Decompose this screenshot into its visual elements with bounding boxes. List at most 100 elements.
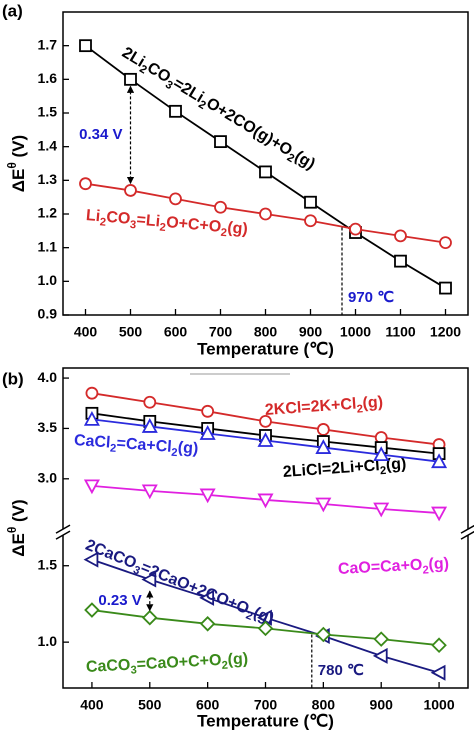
marker [431, 453, 448, 469]
axis-break [55, 524, 71, 534]
x-tick-label: 500 [119, 324, 143, 340]
marker [143, 395, 157, 409]
axis-break-gap [462, 529, 474, 536]
marker [439, 236, 452, 250]
axis-break [460, 524, 474, 534]
marker [124, 72, 137, 86]
marker [257, 620, 274, 637]
series-label: 2Li2CO3=2Li2O+2CO(g)+O2(g) [117, 44, 317, 175]
marker [257, 432, 274, 447]
marker [259, 414, 272, 428]
x-tick-label: 800 [312, 697, 336, 713]
marker [199, 589, 215, 606]
marker [315, 439, 332, 454]
marker [84, 602, 100, 618]
y-tick-label: 3.5 [38, 419, 58, 435]
marker [304, 195, 317, 209]
y-tick-label: 4.0 [38, 369, 58, 385]
series-label: 2KCl=2K+Cl2(g) [264, 394, 383, 422]
axis-break [460, 530, 474, 540]
x-tick-label: 900 [299, 324, 323, 340]
marker [83, 479, 100, 495]
y-tick-label: 1.0 [38, 633, 58, 649]
marker [394, 229, 407, 243]
marker [259, 165, 272, 179]
x-tick-label: 900 [370, 697, 394, 713]
marker [214, 200, 227, 214]
marker [394, 254, 407, 268]
marker [83, 410, 100, 426]
x-tick-label: 1100 [385, 324, 416, 340]
x-tick-label: 400 [74, 324, 98, 340]
marker [372, 647, 388, 664]
marker [169, 192, 182, 206]
marker [199, 425, 216, 440]
marker [373, 502, 390, 518]
marker [373, 631, 389, 647]
series-label: CaCl2=Ca+Cl2(g) [73, 432, 199, 460]
annotation-text: 970 ℃ [348, 289, 394, 306]
y-tick-label: 3.0 [38, 470, 58, 486]
panel-label: (a) [2, 1, 23, 20]
marker [214, 135, 227, 149]
annotation-text: 0.34 V [79, 126, 122, 143]
y-tick-label: 1.5 [38, 556, 58, 572]
axis-break [55, 530, 71, 540]
axis-break-gap [57, 529, 69, 536]
x-tick-label: 600 [164, 324, 188, 340]
series-label: CaCO3=CaO+C+O2(g) [86, 651, 249, 679]
y-axis-title: ΔEθ (V) [5, 135, 28, 192]
marker [304, 214, 317, 228]
marker [85, 386, 99, 400]
y-tick-label: 0.9 [38, 306, 58, 322]
marker [259, 207, 272, 221]
series-label: Li2CO3=Li2O+C+O2(g) [85, 207, 248, 241]
y-axis-title: ΔEθ (V) [5, 499, 28, 556]
marker [349, 222, 362, 236]
y-tick-label: 1.4 [38, 137, 58, 153]
marker [83, 551, 99, 568]
y-tick-label: 1.2 [38, 205, 58, 221]
series-label: 2LiCl=2Li+Cl2(g) [282, 456, 407, 484]
x-tick-label: 1000 [423, 697, 454, 713]
x-tick-label: 700 [209, 324, 233, 340]
x-tick-label: 1200 [430, 324, 461, 340]
marker [315, 497, 332, 513]
marker [199, 488, 216, 504]
marker [316, 423, 330, 436]
x-tick-label: 500 [138, 697, 162, 713]
series-label: CaO=Ca+O2(g) [338, 555, 450, 581]
marker [141, 484, 158, 500]
y-tick-label: 1.7 [38, 36, 58, 52]
marker [79, 39, 92, 53]
annotation-text: 780 ℃ [318, 662, 364, 679]
x-axis-title: Temperature (℃) [197, 711, 334, 730]
marker [141, 571, 157, 588]
marker [431, 637, 447, 653]
marker [257, 609, 272, 626]
x-tick-label: 1000 [340, 324, 371, 340]
y-tick-label: 1.0 [38, 272, 58, 288]
y-tick-label: 1.3 [38, 171, 58, 187]
marker [373, 446, 390, 462]
x-tick-label: 800 [254, 324, 278, 340]
marker [169, 104, 182, 118]
marker [79, 177, 92, 191]
marker [257, 493, 274, 509]
annotation-text: 0.23 V [98, 592, 141, 609]
y-tick-label: 1.1 [38, 238, 58, 254]
marker [315, 626, 332, 643]
panel-label: (b) [2, 369, 24, 388]
marker [124, 184, 137, 197]
marker [201, 404, 215, 418]
x-tick-label: 600 [196, 697, 220, 713]
marker [430, 664, 446, 681]
x-tick-label: 400 [80, 697, 104, 713]
marker [439, 281, 452, 295]
x-tick-label: 700 [254, 697, 278, 713]
y-tick-label: 1.5 [38, 104, 58, 120]
y-tick-label: 1.6 [38, 70, 58, 86]
marker [431, 506, 448, 522]
marker [199, 616, 216, 632]
